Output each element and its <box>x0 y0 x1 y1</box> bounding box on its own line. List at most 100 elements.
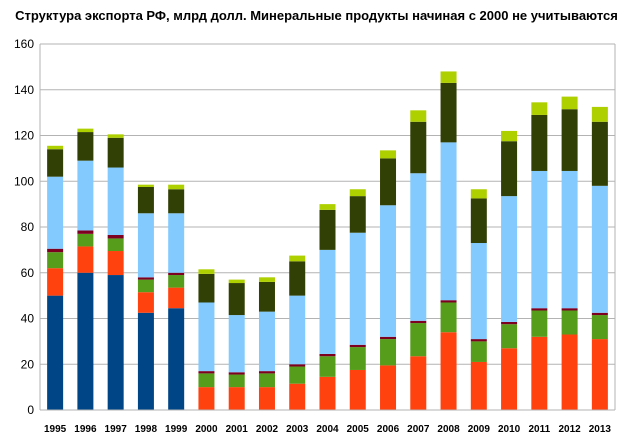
bar-segment-1996-s1 <box>77 272 94 410</box>
y-tick-label: 140 <box>14 83 34 97</box>
bar-segment-2013-s5 <box>591 185 608 313</box>
bar-segment-1998-s5 <box>137 213 154 278</box>
bar-segment-1999-s2 <box>168 287 185 309</box>
bar-segment-2001-s6 <box>228 283 245 316</box>
bar-segment-1997-s3 <box>107 238 124 252</box>
bar-segment-2002-s6 <box>258 281 275 312</box>
bar-segment-1995-s4 <box>47 248 64 253</box>
bar-segment-1995-s2 <box>47 268 64 296</box>
bar-segment-2003-s2 <box>289 383 306 410</box>
bar-segment-2004-s4 <box>319 353 336 357</box>
bar-segment-1999-s3 <box>168 275 185 288</box>
x-tick-label: 1998 <box>135 424 158 435</box>
x-tick-label: 2012 <box>558 424 581 435</box>
bar-segment-2005-s3 <box>349 347 366 370</box>
bar-segment-1999-s1 <box>168 308 185 410</box>
bar-segment-1997-s2 <box>107 251 124 276</box>
bar-segment-2007-s6 <box>410 121 427 174</box>
bar-segment-2012-s5 <box>561 170 578 309</box>
bar-segment-2009-s3 <box>470 341 487 362</box>
bar-segment-2011-s2 <box>531 336 548 410</box>
bar-segment-2010-s4 <box>501 321 518 325</box>
bar-segment-2010-s5 <box>501 196 518 322</box>
bar-segment-1995-s3 <box>47 252 64 269</box>
x-tick-label: 2000 <box>195 424 218 435</box>
bar-segment-2001-s3 <box>228 374 245 388</box>
bar-segment-2000-s5 <box>198 302 215 372</box>
bar-segment-2011-s4 <box>531 308 548 311</box>
bar-segment-2004-s2 <box>319 376 336 410</box>
bar-segment-2002-s7 <box>258 277 275 282</box>
bar-segment-2008-s5 <box>440 142 457 301</box>
bar-segment-2009-s5 <box>470 243 487 340</box>
bar-segment-2011-s5 <box>531 170 548 309</box>
bar-segment-2005-s4 <box>349 344 366 348</box>
bar-segment-2007-s7 <box>410 110 427 122</box>
bar-segment-2011-s3 <box>531 310 548 337</box>
bar-segment-2009-s4 <box>470 339 487 342</box>
bar-segment-1997-s1 <box>107 275 124 410</box>
bar-segment-2004-s7 <box>319 204 336 210</box>
bar-segment-2013-s2 <box>591 339 608 410</box>
bar-segment-2008-s2 <box>440 332 457 410</box>
bar-segment-1997-s6 <box>107 137 124 168</box>
x-tick-label: 2009 <box>468 424 491 435</box>
x-tick-label: 2004 <box>316 424 339 435</box>
bar-segment-1998-s7 <box>137 184 154 187</box>
x-tick-label: 1995 <box>44 424 67 435</box>
x-tick-label: 2007 <box>407 424 430 435</box>
bar-segment-1996-s5 <box>77 160 94 231</box>
bar-segment-2010-s7 <box>501 130 518 142</box>
bar-segment-2013-s6 <box>591 121 608 186</box>
bar-segment-1999-s4 <box>168 272 185 276</box>
bar-segment-1997-s5 <box>107 167 124 236</box>
x-tick-label: 2008 <box>437 424 460 435</box>
bar-segment-1996-s7 <box>77 128 94 133</box>
y-tick-label: 20 <box>21 357 35 371</box>
y-tick-label: 100 <box>14 174 34 188</box>
bar-segment-2005-s2 <box>349 369 366 410</box>
bar-segment-2002-s4 <box>258 371 275 374</box>
bar-segment-1997-s4 <box>107 235 124 239</box>
x-tick-label: 2003 <box>286 424 309 435</box>
bar-segment-2012-s2 <box>561 334 578 410</box>
bar-segment-1996-s4 <box>77 230 94 234</box>
bar-segment-2005-s5 <box>349 232 366 345</box>
bar-segment-1997-s7 <box>107 134 124 138</box>
bar-segment-2011-s6 <box>531 114 548 171</box>
bar-segment-2003-s4 <box>289 364 306 367</box>
bar-segment-2005-s7 <box>349 189 366 197</box>
bar-segment-1998-s6 <box>137 186 154 214</box>
bar-segment-2006-s5 <box>380 205 397 337</box>
bar-segment-2003-s7 <box>289 255 306 262</box>
bar-segment-2006-s4 <box>380 336 397 340</box>
bar-segment-2008-s6 <box>440 82 457 143</box>
bar-segment-2010-s2 <box>501 348 518 410</box>
x-tick-label: 2001 <box>226 424 249 435</box>
bar-segment-2013-s7 <box>591 106 608 122</box>
bar-segment-2009-s2 <box>470 361 487 410</box>
axis-layer: 0 20 40 60 80 100 120 140 160 1995 1996 1997 1998 199… <box>14 37 615 435</box>
bar-segment-2008-s3 <box>440 302 457 333</box>
bar-segment-2007-s5 <box>410 173 427 321</box>
bar-segment-2006-s6 <box>380 158 397 206</box>
y-tick-label: 80 <box>21 220 35 234</box>
bar-segment-2002-s5 <box>258 311 275 372</box>
bar-segment-2005-s6 <box>349 196 366 233</box>
bar-segment-2000-s4 <box>198 371 215 374</box>
y-tick-label: 0 <box>27 403 34 417</box>
y-tick-label: 60 <box>21 266 35 280</box>
bar-segment-2012-s7 <box>561 96 578 110</box>
chart-title: Структура экспорта РФ, млрд долл. Минера… <box>15 8 618 23</box>
bar-segment-2001-s2 <box>228 387 245 410</box>
bar-segment-2013-s3 <box>591 315 608 340</box>
bar-segment-2004-s5 <box>319 249 336 354</box>
bar-segment-2012-s6 <box>561 109 578 171</box>
x-tick-label: 2013 <box>589 424 612 435</box>
x-tick-label: 2010 <box>498 424 521 435</box>
x-tick-label: 1996 <box>74 424 97 435</box>
bar-segment-2000-s7 <box>198 269 215 274</box>
bar-segment-1995-s5 <box>47 176 64 249</box>
bar-segment-1999-s6 <box>168 189 185 214</box>
